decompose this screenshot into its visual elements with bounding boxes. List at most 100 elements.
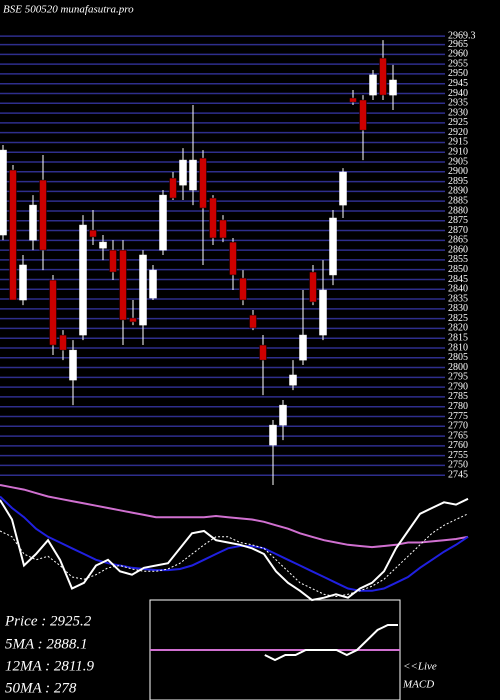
candle-body (249, 314, 257, 329)
y-tick-label: 2825 (448, 313, 468, 324)
candle-body (199, 157, 207, 209)
y-tick-label: 2820 (448, 323, 468, 334)
y-tick-label: 2910 (448, 147, 468, 158)
candle-body (219, 219, 227, 239)
y-tick-label: 2810 (448, 342, 468, 353)
indicator-line (0, 497, 469, 602)
candle-body (179, 159, 187, 186)
y-tick-label: 2760 (448, 440, 468, 451)
candle-body (279, 404, 287, 426)
y-tick-label: 2969.3 (448, 30, 476, 41)
candle-body (129, 317, 137, 323)
y-tick-label: 2905 (448, 156, 468, 167)
y-tick-label: 2745 (448, 470, 468, 481)
y-tick-label: 2965 (448, 39, 468, 50)
y-tick-label: 2830 (448, 303, 468, 314)
y-tick-label: 2790 (448, 381, 468, 392)
candle-body (209, 197, 217, 239)
candle-body (119, 249, 127, 321)
candle-body (299, 334, 307, 361)
y-tick-label: 2900 (448, 166, 468, 177)
y-tick-label: 2850 (448, 264, 468, 275)
candle-body (9, 169, 17, 301)
candle-body (149, 269, 157, 299)
candle-body (289, 374, 297, 386)
candle-body (29, 204, 37, 241)
y-tick-label: 2960 (448, 49, 468, 60)
y-tick-label: 2750 (448, 460, 468, 471)
y-tick-label: 2945 (448, 78, 468, 89)
y-tick-label: 2835 (448, 293, 468, 304)
y-tick-label: 2860 (448, 244, 468, 255)
candle-body (339, 171, 347, 206)
y-tick-label: 2845 (448, 274, 468, 285)
y-tick-label: 2775 (448, 411, 468, 422)
y-tick-label: 2785 (448, 391, 468, 402)
candle-body (269, 424, 277, 446)
y-tick-label: 2890 (448, 186, 468, 197)
y-tick-label: 2920 (448, 127, 468, 138)
indicator-line (264, 624, 398, 662)
y-tick-label: 2795 (448, 372, 468, 383)
info-50ma: 50MA : 278 (5, 680, 77, 696)
candle-body (239, 277, 247, 301)
candle-body (19, 264, 27, 301)
candle-body (229, 241, 237, 276)
candle-body (109, 249, 117, 273)
y-tick-label: 2885 (448, 195, 468, 206)
y-tick-label: 2770 (448, 421, 468, 432)
candle-body (39, 179, 47, 251)
y-tick-label: 2950 (448, 68, 468, 79)
y-tick-label: 2815 (448, 332, 468, 343)
candle-body (389, 79, 397, 96)
candle-body (309, 271, 317, 303)
y-tick-label: 2880 (448, 205, 468, 216)
candle-body (139, 254, 147, 326)
candle-body (369, 74, 377, 96)
candle-body (79, 224, 87, 336)
y-tick-label: 2780 (448, 401, 468, 412)
candle-body (49, 279, 57, 346)
macd-label: <<Live (403, 661, 437, 673)
candle-body (169, 177, 177, 199)
y-tick-label: 2915 (448, 137, 468, 148)
y-tick-label: 2755 (448, 450, 468, 461)
indicator-line (0, 484, 469, 549)
y-tick-label: 2940 (448, 88, 468, 99)
y-tick-label: 2935 (448, 98, 468, 109)
candle-body (69, 349, 77, 381)
candle-body (259, 344, 267, 361)
indicator-line (0, 513, 469, 598)
candle-body (59, 334, 67, 351)
candle-body (189, 159, 197, 191)
candle-body (379, 57, 387, 96)
y-tick-label: 2870 (448, 225, 468, 236)
indicator-line (0, 495, 469, 592)
y-tick-label: 2855 (448, 254, 468, 265)
candle-body (89, 229, 97, 238)
candle-body (99, 241, 107, 249)
y-tick-label: 2930 (448, 107, 468, 118)
candle-body (319, 289, 327, 336)
candle-body (329, 217, 337, 276)
info-12ma: 12MA : 2811.9 (5, 658, 95, 674)
y-tick-label: 2925 (448, 117, 468, 128)
y-tick-label: 2800 (448, 362, 468, 373)
y-tick-label: 2865 (448, 235, 468, 246)
info-price: Price : 2925.2 (4, 613, 92, 629)
y-tick-label: 2765 (448, 430, 468, 441)
candle-body (159, 194, 167, 251)
candle-body (0, 149, 7, 236)
y-tick-label: 2805 (448, 352, 468, 363)
macd-label: MACD (402, 679, 434, 691)
y-tick-label: 2875 (448, 215, 468, 226)
candle-body (359, 99, 367, 131)
header: BSE 500520 munafasutra.pro (3, 4, 134, 16)
y-tick-label: 2955 (448, 58, 468, 69)
y-tick-label: 2840 (448, 284, 468, 295)
y-tick-label: 2895 (448, 176, 468, 187)
candle-body (349, 97, 357, 103)
info-5ma: 5MA : 2888.1 (5, 636, 88, 652)
